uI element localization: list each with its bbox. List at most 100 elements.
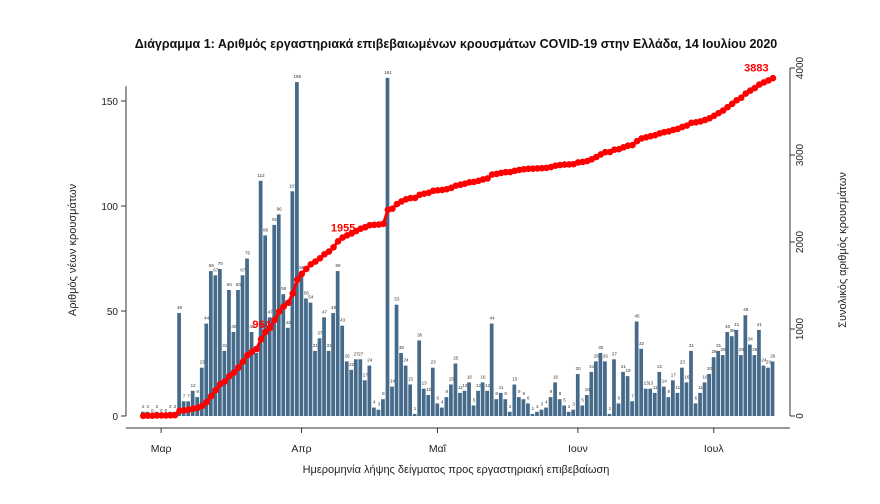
bar xyxy=(594,361,598,416)
bar xyxy=(743,315,748,416)
cumulative-point xyxy=(484,175,491,182)
x-tick-label: Ιουλ xyxy=(704,443,724,455)
bar-value-label: 31 xyxy=(222,343,228,348)
bar-value-label: 29 xyxy=(721,347,727,352)
cumulative-annotation: 3883 xyxy=(744,62,768,74)
bar-value-label: 6 xyxy=(527,395,530,400)
bar xyxy=(734,329,739,416)
bar xyxy=(335,271,340,416)
bar xyxy=(761,365,766,416)
bar-value-label: 16 xyxy=(481,374,487,379)
bar xyxy=(263,235,268,416)
bar-value-label: 6 xyxy=(436,395,439,400)
cumulative-point xyxy=(280,303,287,310)
bar-value-label: 30 xyxy=(399,345,405,350)
bar-value-label: 16 xyxy=(684,374,690,379)
cumulative-point xyxy=(334,238,342,245)
bar-value-label: 10 xyxy=(585,387,591,392)
bar-value-label: 161 xyxy=(384,70,392,75)
bar xyxy=(299,273,304,416)
bar-value-label: 37 xyxy=(317,330,323,335)
bar-value-label: 29 xyxy=(752,347,758,352)
bar xyxy=(344,361,349,416)
bar xyxy=(621,371,625,416)
bar-value-label: 30 xyxy=(598,345,604,350)
bar xyxy=(494,399,499,416)
bar xyxy=(748,344,752,416)
bar-value-label: 13 xyxy=(648,381,654,386)
bar-value-label: 68 xyxy=(299,265,305,270)
bar-value-label: 23 xyxy=(200,360,206,365)
bar-value-label: 31 xyxy=(689,343,695,348)
bar xyxy=(340,325,345,416)
x-axis-label: Ημερομηνία λήψης δείγματος προς εργαστηρ… xyxy=(303,464,610,476)
bar-value-label: 16 xyxy=(553,374,559,379)
bar xyxy=(702,382,707,416)
bar xyxy=(218,269,222,416)
bar-value-label: 5 xyxy=(581,398,584,403)
bar xyxy=(648,388,653,416)
bar-value-label: 40 xyxy=(249,324,255,329)
bar xyxy=(304,298,308,416)
bar xyxy=(430,367,435,416)
bar-value-label: 29 xyxy=(739,347,745,352)
bar-value-label: 15 xyxy=(408,377,414,382)
bar-value-label: 70 xyxy=(218,261,224,266)
cumulative-point xyxy=(316,255,324,262)
cumulative-point xyxy=(239,358,247,365)
bar xyxy=(290,191,295,416)
bar-value-label: 24 xyxy=(761,358,767,363)
bar xyxy=(236,290,240,416)
bar-value-label: 17 xyxy=(671,372,677,377)
x-tick-label: Μαΐ xyxy=(429,443,447,455)
cumulative-point xyxy=(235,364,242,371)
bar xyxy=(412,413,417,416)
bar xyxy=(498,392,503,416)
y2-axis-label: Συνολικός αριθμός κρουσμάτων xyxy=(837,172,849,328)
bar xyxy=(675,392,680,416)
cumulative-point xyxy=(289,290,297,297)
bar xyxy=(512,384,517,416)
bar xyxy=(372,407,376,416)
bar xyxy=(467,382,471,416)
bar xyxy=(725,332,730,416)
bar-value-label: 53 xyxy=(394,297,400,302)
bar xyxy=(308,302,313,416)
bar-value-label: 16 xyxy=(702,374,708,379)
bar-value-label: 159 xyxy=(294,74,302,79)
bar-value-label: 2 xyxy=(169,404,172,409)
bar xyxy=(281,294,286,416)
bar xyxy=(589,371,594,416)
bar xyxy=(489,323,494,416)
bar xyxy=(616,403,621,416)
bar xyxy=(322,317,326,416)
bar-value-label: 26 xyxy=(603,353,609,358)
bar-value-label: 4 xyxy=(545,400,548,405)
bar-value-label: 42 xyxy=(286,320,292,325)
bar xyxy=(480,382,485,416)
bar xyxy=(249,332,254,416)
bar-value-label: 8 xyxy=(559,391,562,396)
bar xyxy=(367,365,372,416)
bar xyxy=(204,323,209,416)
bar-value-label: 23 xyxy=(680,360,686,365)
bar-value-label: 107 xyxy=(289,183,297,188)
bar xyxy=(399,353,403,416)
bar xyxy=(471,405,476,416)
bar-value-label: 5 xyxy=(563,398,566,403)
cumulative-point xyxy=(728,100,736,108)
cumulative-point xyxy=(221,378,229,385)
bar-value-label: 43 xyxy=(340,318,346,323)
bar xyxy=(535,411,539,416)
bar-value-label: 6 xyxy=(695,395,698,400)
bar-value-label: 3 xyxy=(378,402,381,407)
bar xyxy=(598,353,603,416)
bar xyxy=(580,405,585,416)
cumulative-point xyxy=(271,316,278,324)
bar-value-label: 12 xyxy=(476,383,482,388)
cumulative-point xyxy=(198,402,206,410)
bar xyxy=(630,401,634,416)
cumulative-point xyxy=(380,220,387,228)
bar xyxy=(548,397,553,416)
bar xyxy=(285,327,290,416)
